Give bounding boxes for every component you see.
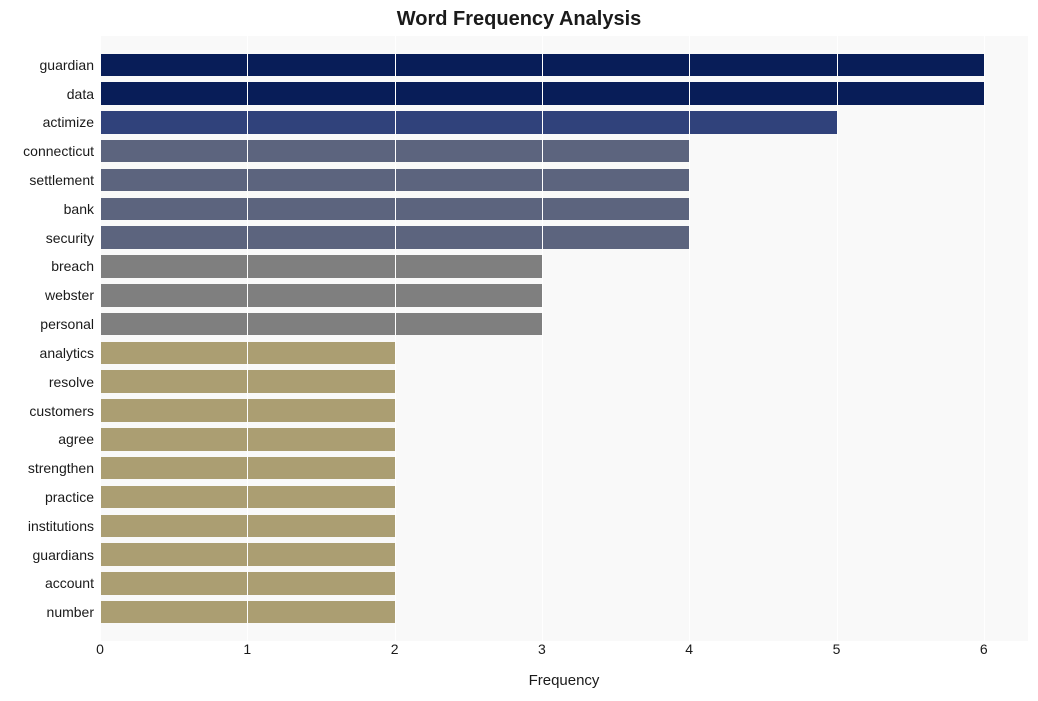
y-tick-label: connecticut — [23, 140, 94, 162]
chart-title: Word Frequency Analysis — [0, 0, 1038, 35]
y-tick-label: webster — [45, 284, 94, 306]
x-tick-label: 3 — [538, 641, 546, 657]
bar-row — [100, 284, 542, 306]
x-tick-label: 4 — [685, 641, 693, 657]
bar-row — [100, 255, 542, 277]
bar — [100, 255, 542, 277]
bar-row — [100, 111, 837, 133]
grid-line — [100, 36, 101, 641]
y-tick-label: personal — [40, 313, 94, 335]
y-tick-label: customers — [29, 400, 94, 422]
y-tick-label: guardians — [33, 544, 95, 566]
grid-line — [395, 36, 396, 641]
y-tick-label: analytics — [40, 342, 94, 364]
x-axis-title: Frequency — [100, 672, 1028, 689]
y-tick-label: strengthen — [28, 457, 94, 479]
bar-row — [100, 313, 542, 335]
grid-line — [984, 36, 985, 641]
bar — [100, 111, 837, 133]
y-tick-label: actimize — [43, 111, 94, 133]
grid-line — [542, 36, 543, 641]
x-tick-label: 0 — [96, 641, 104, 657]
y-tick-label: agree — [58, 428, 94, 450]
y-axis-labels: guardian data actimize connecticut settlemen… — [0, 36, 94, 641]
grid-line — [247, 36, 248, 641]
x-tick-label: 6 — [980, 641, 988, 657]
y-tick-label: practice — [45, 486, 94, 508]
y-tick-label: data — [67, 83, 94, 105]
y-tick-label: account — [45, 572, 94, 594]
grid-line — [837, 36, 838, 641]
bars-layer — [100, 36, 1028, 641]
bar — [100, 284, 542, 306]
x-tick-label: 5 — [833, 641, 841, 657]
chart-container: Word Frequency Analysis guardian data acti… — [0, 0, 1038, 701]
y-tick-label: breach — [51, 255, 94, 277]
y-tick-label: settlement — [29, 169, 94, 191]
y-tick-label: number — [47, 601, 94, 623]
y-tick-label: institutions — [28, 515, 94, 537]
bar — [100, 313, 542, 335]
y-tick-label: security — [46, 227, 94, 249]
plot-area — [100, 36, 1028, 641]
x-tick-label: 1 — [243, 641, 251, 657]
grid-line — [689, 36, 690, 641]
y-tick-label: bank — [64, 198, 94, 220]
y-tick-label: resolve — [49, 371, 94, 393]
y-tick-label: guardian — [40, 54, 95, 76]
x-tick-label: 2 — [391, 641, 399, 657]
